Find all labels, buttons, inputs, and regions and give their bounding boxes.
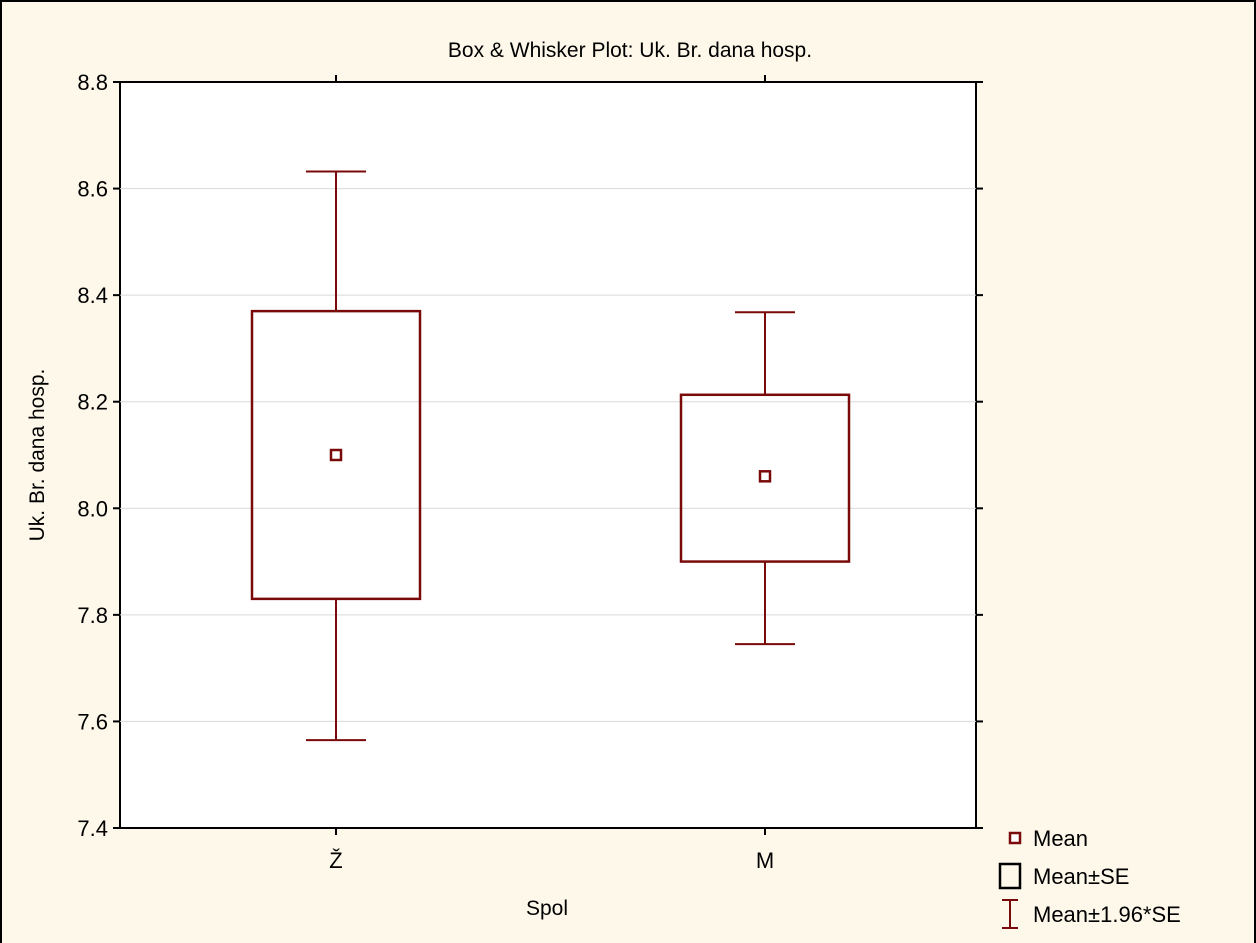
se-box: [250, 309, 422, 601]
y-tick-label: 7.6: [77, 709, 108, 734]
y-axis-label: Uk. Br. dana hosp.: [26, 369, 49, 542]
legend-mean-icon: [1008, 831, 1022, 845]
box-group-z: [250, 170, 422, 742]
grid-lines: [120, 188, 976, 722]
y-tick-label: 8.0: [77, 496, 108, 521]
y-tick-label: 7.8: [77, 603, 108, 628]
y-tick-label: 8.2: [77, 390, 108, 415]
mean-marker: [329, 448, 343, 462]
mean-marker: [758, 470, 772, 483]
plot-area: [119, 81, 977, 829]
y-tick-label: 8.6: [77, 177, 108, 202]
x-axis-label: Spol: [526, 897, 568, 920]
legend-box-icon: [998, 862, 1022, 890]
legend-label: Mean±SE: [1033, 864, 1129, 889]
x-tick-label: M: [756, 848, 774, 873]
chart-title: Box & Whisker Plot: Uk. Br. dana hosp.: [448, 39, 812, 62]
y-axis: 7.4 7.6 7.8 8.0 8.2 8.4 8.6 8.8: [77, 70, 983, 841]
y-tick-label: 8.4: [77, 283, 108, 308]
y-tick-label: 7.4: [77, 816, 108, 841]
legend-label: Mean: [1033, 826, 1088, 851]
legend-label: Mean±1.96*SE: [1033, 902, 1181, 927]
box-group-m: [679, 311, 851, 646]
legend: Mean Mean±SE Mean±1.96*SE: [998, 826, 1181, 929]
y-tick-label: 8.8: [77, 70, 108, 95]
se-box: [679, 393, 851, 563]
x-tick-label: Ž: [329, 848, 342, 873]
boxes: [250, 170, 851, 742]
